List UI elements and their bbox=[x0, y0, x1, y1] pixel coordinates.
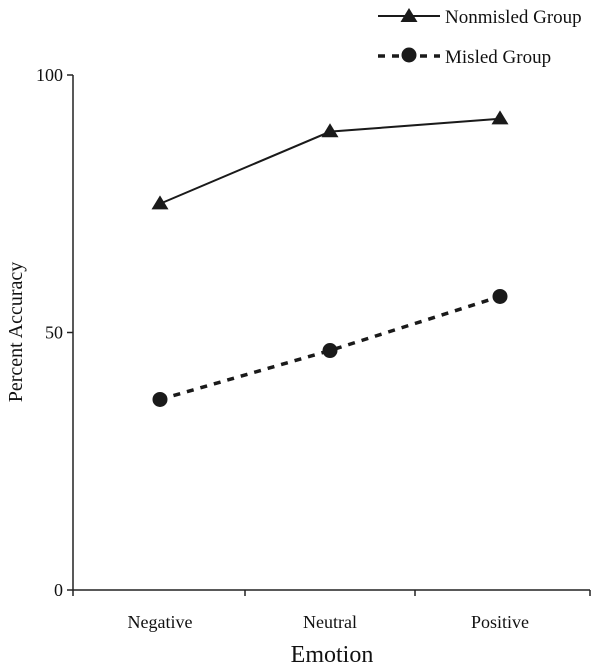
legend-label-nonmisled: Nonmisled Group bbox=[445, 7, 582, 28]
legend-marker-triangle bbox=[400, 8, 418, 22]
x-tick-label: Neutral bbox=[303, 612, 357, 632]
legend-marker-circle bbox=[401, 47, 417, 63]
legend: Nonmisled Group Misled Group bbox=[378, 7, 582, 68]
x-tick-label: Negative bbox=[128, 612, 193, 632]
data-point-misled-negative bbox=[152, 391, 168, 407]
x-axis-title: Emotion bbox=[291, 642, 374, 668]
x-tick-label: Positive bbox=[471, 612, 529, 632]
legend-entry-misled: Misled Group bbox=[378, 47, 551, 68]
y-axis-title: Percent Accuracy bbox=[5, 262, 27, 402]
data-point-misled-positive bbox=[492, 288, 508, 304]
legend-entry-nonmisled: Nonmisled Group bbox=[378, 7, 582, 28]
y-tick-label: 100 bbox=[36, 65, 63, 85]
axes bbox=[72, 75, 590, 591]
legend-label-misled: Misled Group bbox=[445, 47, 551, 68]
series-layer bbox=[151, 110, 509, 407]
data-point-nonmisled-neutral bbox=[321, 123, 339, 138]
y-ticks: 0 50 100 bbox=[36, 65, 73, 600]
y-tick-label: 50 bbox=[45, 323, 63, 343]
x-ticks: Negative Neutral Positive bbox=[72, 590, 591, 632]
data-point-nonmisled-positive bbox=[491, 110, 509, 125]
series-line-misled bbox=[159, 294, 501, 402]
y-tick-label: 0 bbox=[54, 580, 63, 600]
data-point-misled-neutral bbox=[322, 343, 338, 359]
data-point-nonmisled-negative bbox=[151, 195, 169, 210]
